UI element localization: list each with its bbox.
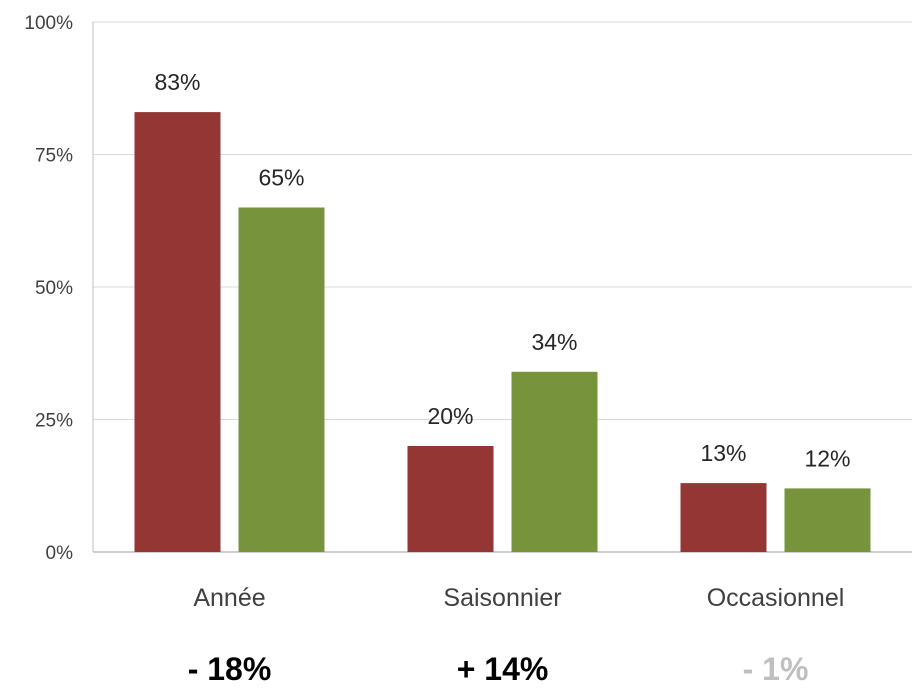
x-tick-label: Saisonnier [443, 584, 561, 612]
data-label: 83% [154, 69, 200, 95]
data-label: 34% [531, 329, 577, 355]
y-tick-label: 25% [35, 411, 73, 432]
y-tick-label: 50% [35, 278, 73, 299]
bar [680, 483, 767, 552]
data-label: 65% [258, 165, 304, 191]
x-tick-label: Année [193, 584, 265, 612]
bar [238, 207, 325, 552]
change-annotation: - 1% [743, 651, 809, 687]
y-tick-label: 75% [35, 146, 73, 167]
bar [511, 371, 598, 552]
data-label: 12% [804, 445, 850, 471]
bar [784, 488, 871, 552]
change-annotation: - 18% [188, 651, 272, 687]
y-tick-label: 100% [24, 13, 73, 34]
change-annotation: + 14% [457, 651, 549, 687]
x-tick-label: Occasionnel [707, 584, 845, 612]
y-tick-label: 0% [46, 543, 74, 564]
bar [134, 112, 221, 552]
bar [407, 446, 494, 552]
data-label: 20% [427, 403, 473, 429]
data-label: 13% [700, 440, 746, 466]
